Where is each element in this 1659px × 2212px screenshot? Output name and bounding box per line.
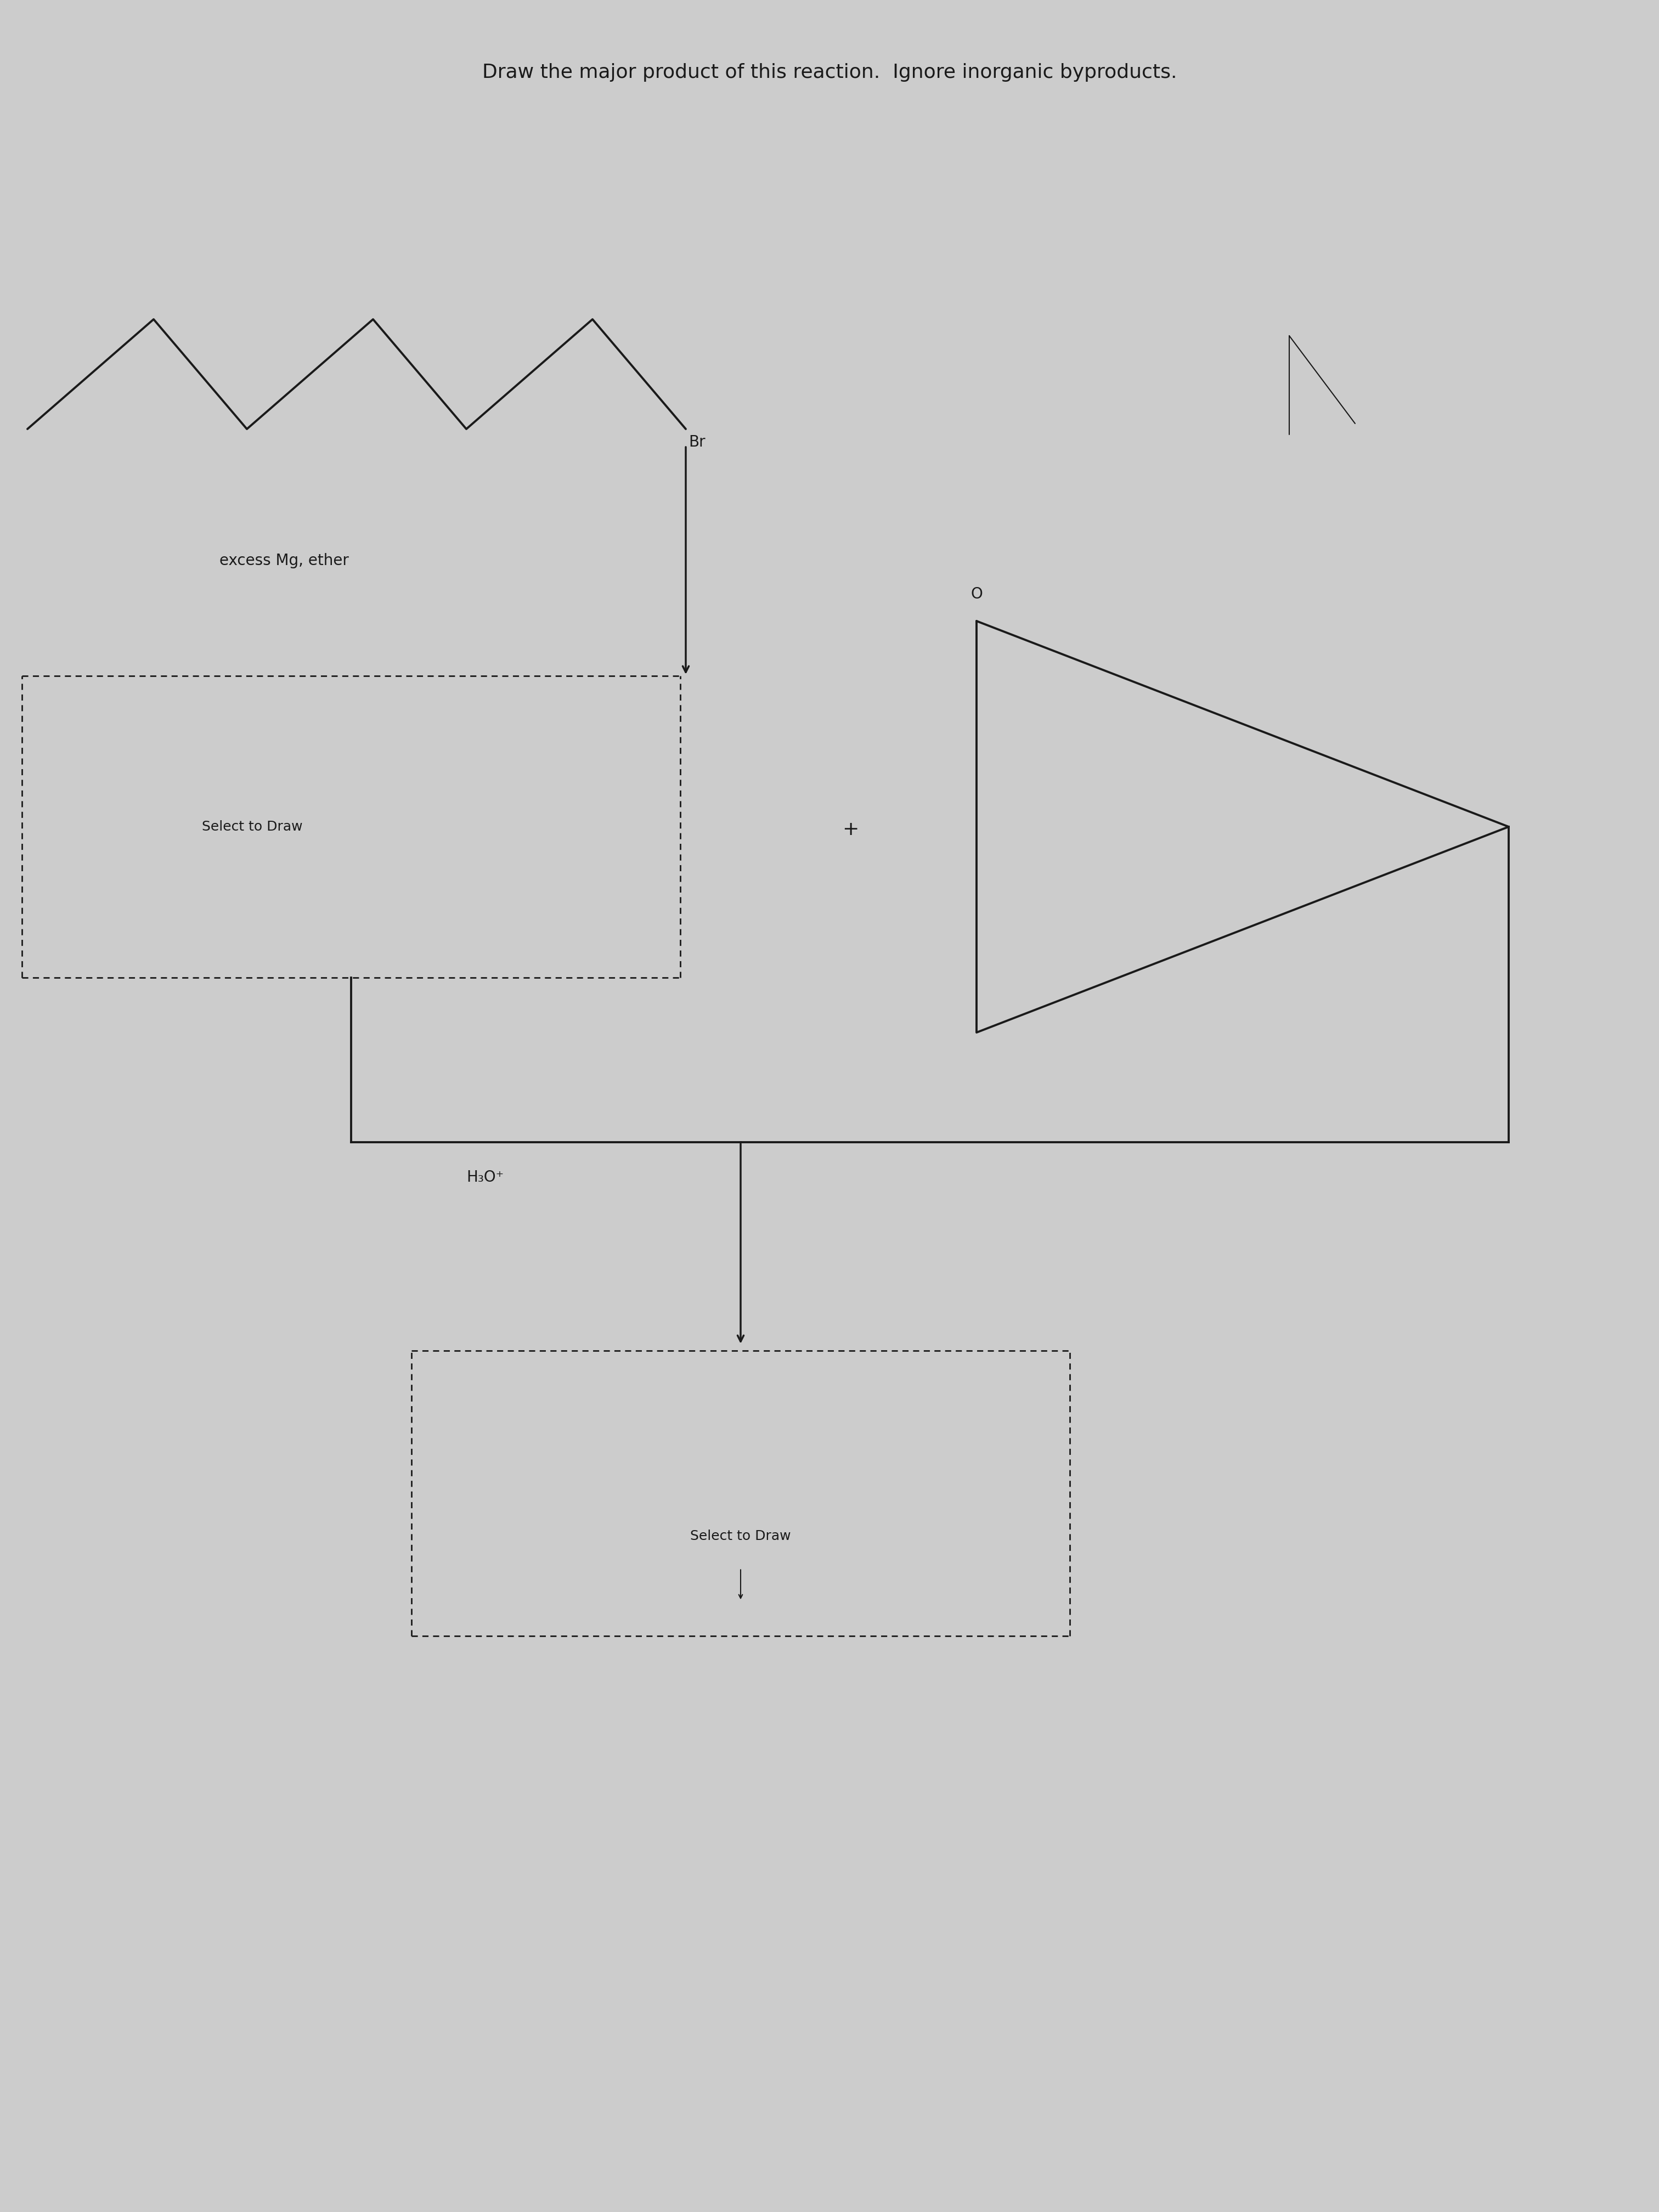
Text: Select to Draw: Select to Draw bbox=[202, 821, 302, 834]
Text: Draw the major product of this reaction.  Ignore inorganic byproducts.: Draw the major product of this reaction.… bbox=[483, 64, 1176, 82]
Text: O: O bbox=[971, 586, 982, 602]
Text: +: + bbox=[843, 821, 859, 838]
Text: Select to Draw: Select to Draw bbox=[690, 1528, 791, 1542]
Text: H₃O⁺: H₃O⁺ bbox=[466, 1170, 504, 1186]
Text: excess Mg, ether: excess Mg, ether bbox=[219, 553, 348, 568]
Text: Br: Br bbox=[688, 434, 705, 449]
